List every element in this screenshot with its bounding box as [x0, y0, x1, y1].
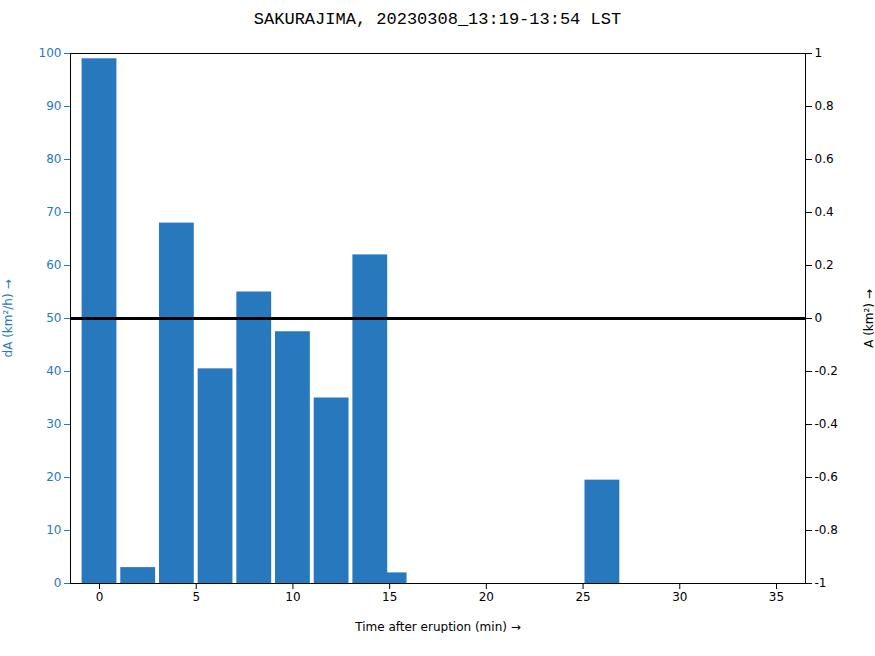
svg-text:60: 60 — [46, 258, 61, 272]
svg-text:0.8: 0.8 — [815, 99, 834, 113]
svg-text:50: 50 — [46, 311, 61, 325]
svg-text:-0.4: -0.4 — [815, 417, 838, 431]
svg-text:-0.8: -0.8 — [815, 523, 838, 537]
svg-text:-0.2: -0.2 — [815, 364, 838, 378]
html-text:SAKURAJIMA, 20230308_13:19-13:: SAKURAJIMA, 20230308_13:19-13:54 LST — [253, 10, 622, 29]
svg-text:30: 30 — [672, 590, 687, 604]
svg-text:0: 0 — [815, 311, 823, 325]
svg-text:90: 90 — [46, 99, 61, 113]
svg-text:0.4: 0.4 — [815, 205, 834, 219]
svg-text:0.2: 0.2 — [815, 258, 834, 272]
svg-text:20: 20 — [479, 590, 494, 604]
svg-text:1: 1 — [815, 46, 823, 60]
svg-text:25: 25 — [575, 590, 590, 604]
svg-text:Time after eruption (min) →: Time after eruption (min) → — [354, 620, 521, 634]
svg-text:10: 10 — [46, 523, 61, 537]
svg-text:5: 5 — [192, 590, 200, 604]
svg-text:0: 0 — [54, 576, 62, 590]
svg-text:0.6: 0.6 — [815, 152, 834, 166]
svg-text:20: 20 — [46, 470, 61, 484]
svg-text:10: 10 — [285, 590, 300, 604]
svg-text:35: 35 — [769, 590, 784, 604]
svg-text:80: 80 — [46, 152, 61, 166]
svg-text:A (km²) →: A (km²) → — [862, 289, 875, 348]
svg-text:-0.6: -0.6 — [815, 470, 838, 484]
svg-text:-1: -1 — [815, 576, 827, 590]
svg-text:0: 0 — [96, 590, 104, 604]
svg-text:15: 15 — [382, 590, 397, 604]
svg-text:40: 40 — [46, 364, 61, 378]
svg-text:70: 70 — [46, 205, 61, 219]
svg-text:dA (km²/h) →: dA (km²/h) → — [1, 280, 15, 358]
svg-text:100: 100 — [39, 46, 62, 60]
svg-text:30: 30 — [46, 417, 61, 431]
